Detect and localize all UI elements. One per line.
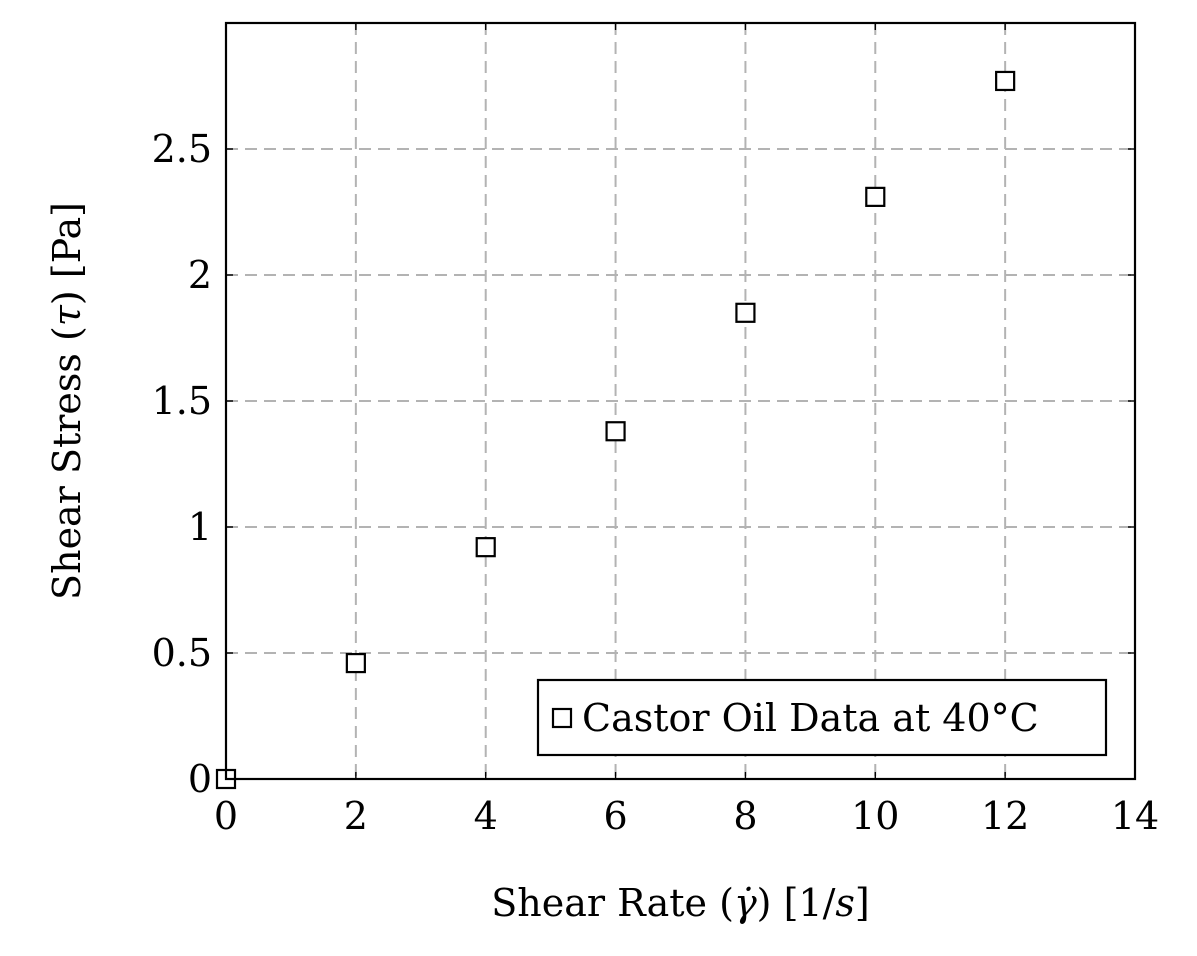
- data-point-square: [865, 186, 886, 207]
- y-tick-label: 1.5: [152, 379, 212, 423]
- x-tick-label: 10: [851, 794, 899, 838]
- y-axis-label-suffix: ) [Pa]: [45, 202, 89, 305]
- data-point-square: [605, 421, 626, 442]
- x-tick-label: 4: [474, 794, 498, 838]
- plot-frame: [224, 21, 1137, 781]
- y-tick-labels: 0 0.5 1 1.5 2 2.5: [152, 127, 212, 801]
- data-point-square: [735, 302, 756, 323]
- data-point-square: [995, 70, 1016, 92]
- x-tick-label: 14: [1111, 794, 1159, 838]
- x-axis-label-middle: ) [1/: [757, 881, 836, 925]
- y-tick-label: 2: [188, 253, 212, 297]
- data-point-square: [345, 652, 366, 674]
- x-axis-label-symbol: γ̇: [734, 881, 757, 925]
- x-axis-label-suffix: ]: [855, 881, 870, 925]
- x-tick-label: 2: [344, 794, 368, 838]
- y-axis-label-symbol: τ: [45, 304, 89, 326]
- legend-entry-label: Castor Oil Data at 40°C: [582, 696, 1039, 740]
- x-tick-label: 12: [981, 794, 1029, 838]
- legend-box: [536, 678, 1108, 757]
- y-tick-label: 0: [188, 757, 212, 801]
- x-tick-label: 8: [733, 794, 757, 838]
- x-tick-label: 6: [603, 794, 627, 838]
- legend-marker-square-icon: [551, 707, 573, 729]
- y-axis-label-prefix: Shear Stress (: [45, 326, 89, 600]
- y-tick-label: 2.5: [152, 127, 212, 171]
- legend: Castor Oil Data at 40°C: [536, 678, 1108, 757]
- x-axis-label: Shear Rate (γ̇) [1/s]: [491, 881, 869, 925]
- x-axis-label-unit-var: s: [835, 881, 855, 925]
- x-tick-labels: 0 2 4 6 8 10 12 14: [214, 794, 1159, 838]
- data-point-square: [475, 537, 496, 558]
- data-points: [215, 70, 1016, 790]
- y-axis-label: Shear Stress (τ) [Pa]: [45, 202, 89, 600]
- x-axis-label-prefix: Shear Rate (: [491, 881, 734, 925]
- y-tick-label: 0.5: [152, 631, 212, 675]
- y-tick-label: 1: [188, 505, 212, 549]
- x-tick-label: 0: [214, 794, 238, 838]
